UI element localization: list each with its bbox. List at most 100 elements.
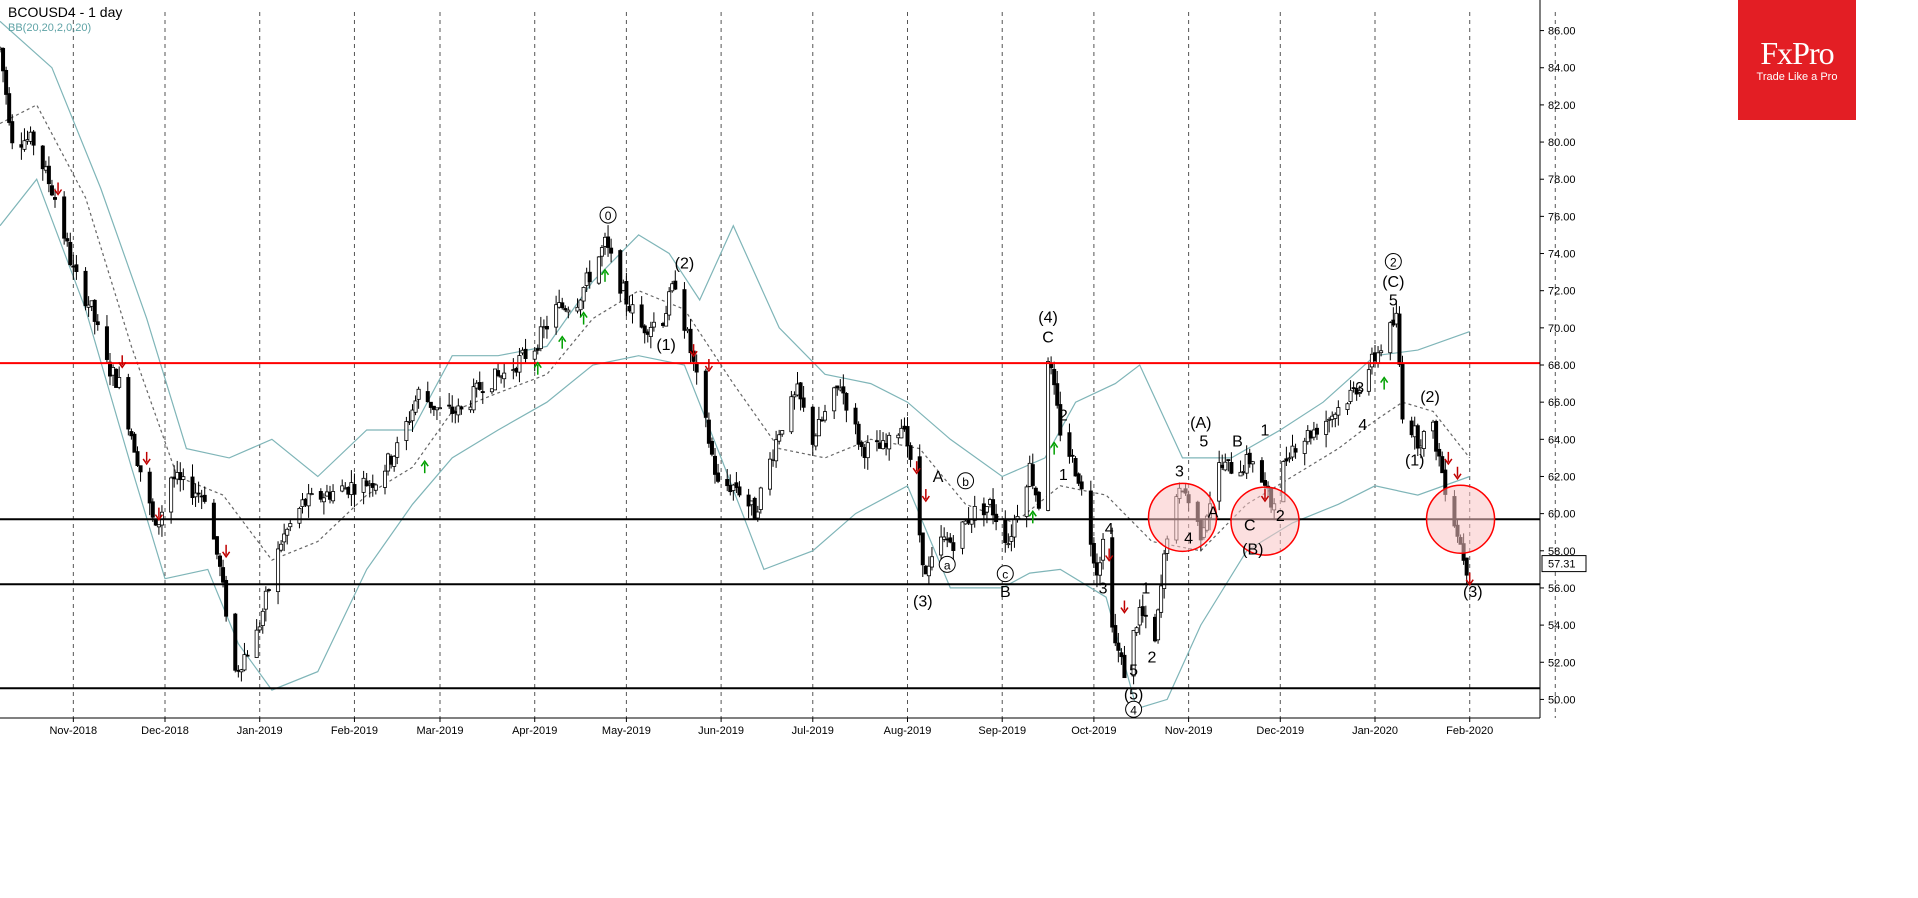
x-tick-label: Aug-2019 (884, 725, 932, 737)
candle (642, 324, 647, 344)
candle (835, 385, 840, 396)
candle (31, 129, 36, 156)
candle (1397, 306, 1402, 367)
wave-label: 1 (1059, 467, 1068, 484)
y-tick-label: 80.00 (1548, 137, 1576, 149)
buy-arrow-icon (558, 335, 567, 349)
candle (92, 299, 97, 335)
candle (798, 382, 803, 411)
candle (266, 588, 271, 593)
x-tick-label: Nov-2018 (49, 725, 97, 737)
sell-arrow-icon (53, 182, 63, 196)
sell-arrow-icon (689, 344, 698, 358)
svg-text:4: 4 (1130, 703, 1137, 717)
candle (1229, 452, 1234, 475)
sell-arrow-icon (142, 451, 151, 466)
candle (1314, 423, 1319, 440)
candle (1073, 456, 1078, 477)
candle (254, 619, 259, 658)
candle (920, 532, 925, 577)
candle (178, 462, 183, 492)
candle (746, 488, 751, 519)
wave-label: c (996, 565, 1014, 583)
highlight-circle (1230, 486, 1300, 556)
candle (942, 527, 947, 543)
candle (221, 559, 226, 588)
candle (132, 432, 137, 453)
candle (95, 314, 100, 331)
wave-label: 0 (599, 206, 617, 224)
svg-text:(B): (B) (1242, 542, 1263, 559)
candle (361, 470, 366, 505)
wave-label: B (1000, 584, 1011, 601)
candle (706, 412, 711, 448)
candle (789, 390, 794, 435)
candle (554, 295, 559, 335)
candle (285, 527, 290, 545)
svg-text:2: 2 (1276, 508, 1285, 525)
candle (242, 642, 247, 672)
wave-label: (1) (1405, 452, 1425, 469)
candle (1437, 442, 1442, 467)
wave-label: 5 (1389, 293, 1398, 310)
candle (1434, 419, 1439, 461)
y-tick-label: 86.00 (1548, 26, 1576, 38)
x-tick-label: Mar-2019 (416, 725, 463, 737)
candle (10, 114, 15, 150)
buy-arrow-icon (1380, 376, 1389, 390)
svg-text:(5): (5) (1124, 686, 1144, 703)
candle (994, 504, 999, 531)
candle (214, 536, 219, 560)
candle (404, 416, 409, 451)
y-tick-label: 78.00 (1548, 174, 1576, 186)
y-tick-label: 62.00 (1548, 471, 1576, 483)
svg-text:0: 0 (605, 209, 612, 223)
candle (563, 305, 568, 313)
sell-arrow-icon (912, 461, 921, 475)
candle (492, 368, 497, 391)
candle (887, 432, 892, 461)
candle (352, 473, 357, 508)
candle (263, 586, 268, 622)
candle (68, 232, 73, 267)
candle (609, 238, 614, 263)
y-tick-label: 68.00 (1548, 360, 1576, 372)
svg-text:4: 4 (1105, 521, 1114, 538)
candle (364, 472, 369, 487)
wave-label: 5 (1129, 662, 1138, 679)
candle (1250, 460, 1255, 473)
candle (196, 481, 201, 503)
candle (117, 366, 122, 390)
candle (1357, 385, 1362, 397)
svg-text:3: 3 (1355, 380, 1364, 397)
candle (1421, 429, 1426, 457)
candle (1024, 484, 1029, 528)
candle (1366, 362, 1371, 396)
wave-label: (3) (1463, 584, 1483, 601)
candle (1033, 486, 1038, 502)
candle (129, 428, 134, 440)
candle (535, 344, 540, 355)
candle (1345, 402, 1350, 416)
sell-arrow-icon (1465, 572, 1474, 586)
candle (1055, 371, 1060, 409)
candle (951, 535, 956, 562)
svg-text:A: A (933, 469, 944, 486)
candle (138, 465, 143, 482)
x-tick-label: Dec-2018 (141, 725, 189, 737)
candle (425, 381, 430, 403)
svg-text:B: B (1232, 434, 1243, 451)
highlight-circle (1425, 484, 1496, 554)
candle (1113, 613, 1118, 647)
candle (1009, 524, 1014, 552)
candle (1030, 453, 1035, 490)
candle (899, 419, 904, 439)
wave-label: 1 (1141, 581, 1150, 598)
candle (606, 225, 611, 257)
svg-text:3: 3 (1175, 463, 1184, 480)
candle (618, 249, 623, 302)
wave-label: 5 (1199, 434, 1208, 451)
candle (1101, 533, 1106, 570)
wave-label: 4 (1125, 700, 1143, 718)
sell-arrow-icon (1453, 466, 1462, 481)
